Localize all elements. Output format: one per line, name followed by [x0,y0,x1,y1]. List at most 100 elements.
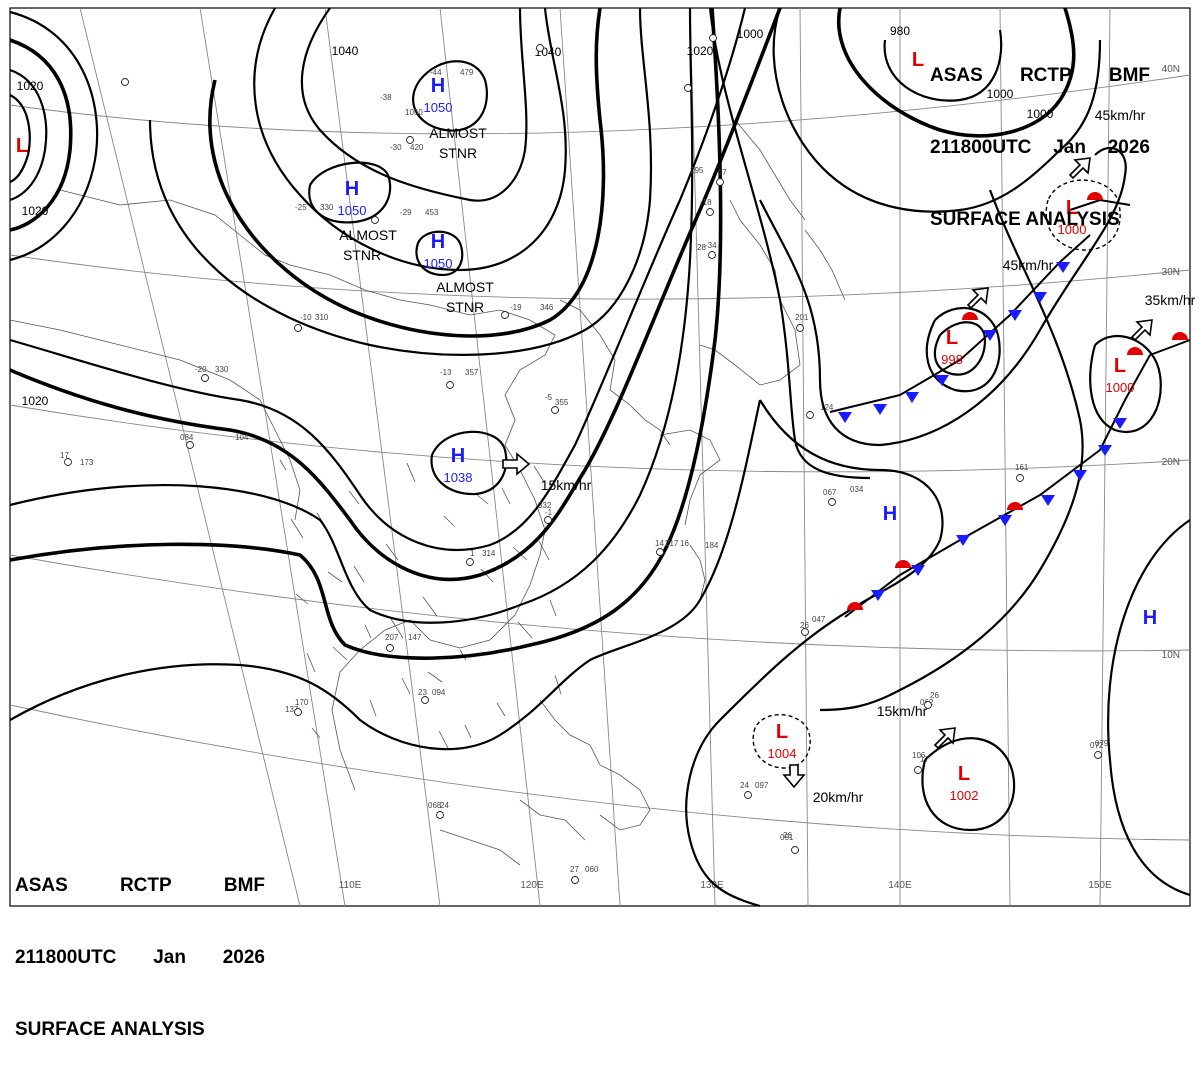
isobar-label: 1000 [1027,107,1054,121]
longitude-line [559,7,621,907]
stationary-note: STNR [439,145,477,161]
station-circle [64,458,72,466]
coastline [9,319,301,521]
station-value: 332 [538,501,552,510]
isobar-line [9,7,694,624]
center-pressure-value: 1000 [1106,380,1135,395]
isobar-line [308,161,392,224]
station-circle [386,644,394,652]
station-value: 137 [285,705,299,714]
isobar-label: 1000 [737,27,764,41]
motion-arrow [1130,319,1153,342]
station-circle [186,441,194,449]
center-pressure-value: 1000 [1058,222,1087,237]
isobar-line [415,230,464,277]
station-circle [1094,751,1102,759]
isobar-line [253,7,567,272]
latitude-label: 20N [1162,457,1180,468]
station-circle [121,78,129,86]
station-circle [201,374,209,382]
motion-arrow [966,287,989,310]
front-line [829,234,1091,413]
stationary-note: ALMOST [339,227,397,243]
isobar-line [925,306,1001,393]
isobar-line [9,68,48,202]
fronts [829,192,1191,618]
station-value: 26 [783,831,792,840]
border-line [496,702,506,717]
station-circle [791,846,799,854]
station-value: 184 [705,541,719,550]
station-circle [446,381,454,389]
station-value: 24 [440,801,449,810]
high-pressure-center: H [451,445,465,467]
station-value: 217 [665,539,679,548]
cold-front-barb [1073,470,1087,481]
warm-front-bump [1007,502,1023,510]
isobar-line [9,94,31,184]
station-value: 079 [1095,739,1109,748]
motion-label: 15km/hr [541,477,592,493]
station-value: 173 [80,458,94,467]
station-value: 072 [1090,741,1104,750]
center-pressure-value: 998 [941,352,963,367]
high-pressure-center: H [1143,607,1157,629]
longitude-label: 130E [700,880,724,891]
header-top-office: BMF [1108,65,1150,86]
station-circle [716,178,724,186]
header-bottom-time: 211800UTC [15,947,117,968]
station-value: 170 [295,698,309,707]
isobar-line [1089,335,1162,433]
latitude-label: 10N [1162,650,1180,661]
border-line [295,593,309,605]
station-value: 23 [418,688,427,697]
border-line [290,518,304,539]
station-circle [796,324,804,332]
longitude-label: 150E [1088,880,1112,891]
isobar-line [819,189,1084,712]
station-value: 14 [655,539,664,548]
stationary-note: ALMOST [436,279,494,295]
coastline [539,699,651,831]
station-value: -38 [380,93,392,102]
station-value: 330 [320,203,334,212]
station-value: 357 [465,368,479,377]
longitude-line [199,7,346,907]
station-circle [436,811,444,819]
latitude-line [9,704,1191,841]
station-value: 124 [820,403,834,412]
station-circle [914,766,922,774]
warm-front-bump [962,312,978,320]
station-circle [544,516,552,524]
station-value: 060 [585,865,599,874]
warm-front-bump [1172,332,1188,340]
low-pressure-center: L [1114,355,1126,377]
cold-front-barb [1041,495,1055,506]
motion-label: 35km/hr [1145,292,1196,308]
border-line [475,493,489,505]
latitude-line [9,554,1191,652]
station-circle [828,498,836,506]
station-value: 27 [570,865,579,874]
station-value: -25 [295,203,307,212]
station-value: -34 [705,241,717,250]
longitude-line [79,7,301,907]
border-line [353,565,365,583]
station-value: -17 [715,168,727,177]
isobar-line [759,146,1127,447]
station-circle [371,216,379,224]
station-value: 420 [410,143,424,152]
isobar-line [208,7,606,338]
station-value: 26 [800,621,809,630]
isobar-line [921,737,1016,832]
dashed-isobar [1045,179,1121,251]
isobar-line [412,60,488,132]
header-top-month: Jan [1053,137,1086,158]
center-pressure-value: 1050 [424,100,453,115]
border-line [311,727,321,739]
border-line [501,487,511,505]
latitude-line [9,254,1191,300]
station-value: -44 [430,68,442,77]
station-circle [709,34,717,42]
